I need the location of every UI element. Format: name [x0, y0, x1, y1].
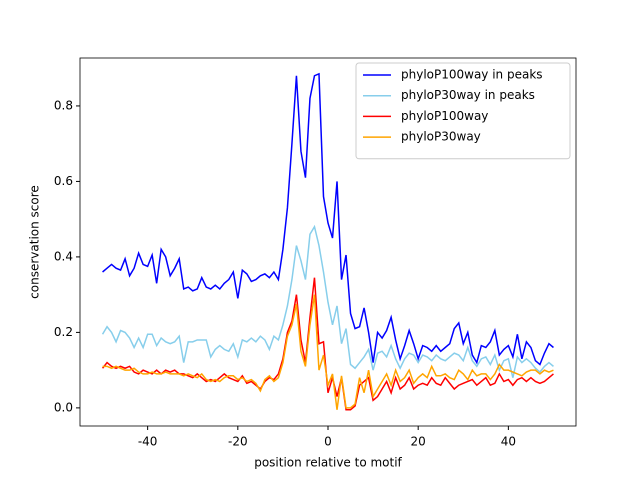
y-axis-label: conservation score [28, 185, 42, 299]
y-tick-label: 0.0 [54, 400, 73, 414]
x-tick-label: -20 [228, 435, 248, 449]
legend-label: phyloP100way [401, 109, 488, 123]
line [102, 294, 554, 410]
line [102, 72, 554, 366]
line [101, 224, 554, 378]
axes-frame [79, 57, 577, 427]
y-tick-label: 0.2 [54, 325, 73, 339]
y-tick-label: 0.8 [54, 98, 73, 112]
legend-box [355, 62, 571, 160]
x-tick-label: 40 [501, 435, 516, 449]
legend-label: phyloP100way in peaks [401, 68, 543, 82]
legend-label: phyloP30way in peaks [401, 88, 535, 102]
x-tick-label: 20 [411, 435, 426, 449]
y-tick-label: 0.6 [54, 174, 73, 188]
legend-label: phyloP30way [401, 130, 481, 144]
x-axis-label: position relative to motif [254, 456, 402, 470]
y-tick-label: 0.4 [54, 249, 73, 263]
x-tick-label: -40 [138, 435, 158, 449]
x-tick-label: 0 [324, 435, 332, 449]
line [101, 277, 554, 411]
